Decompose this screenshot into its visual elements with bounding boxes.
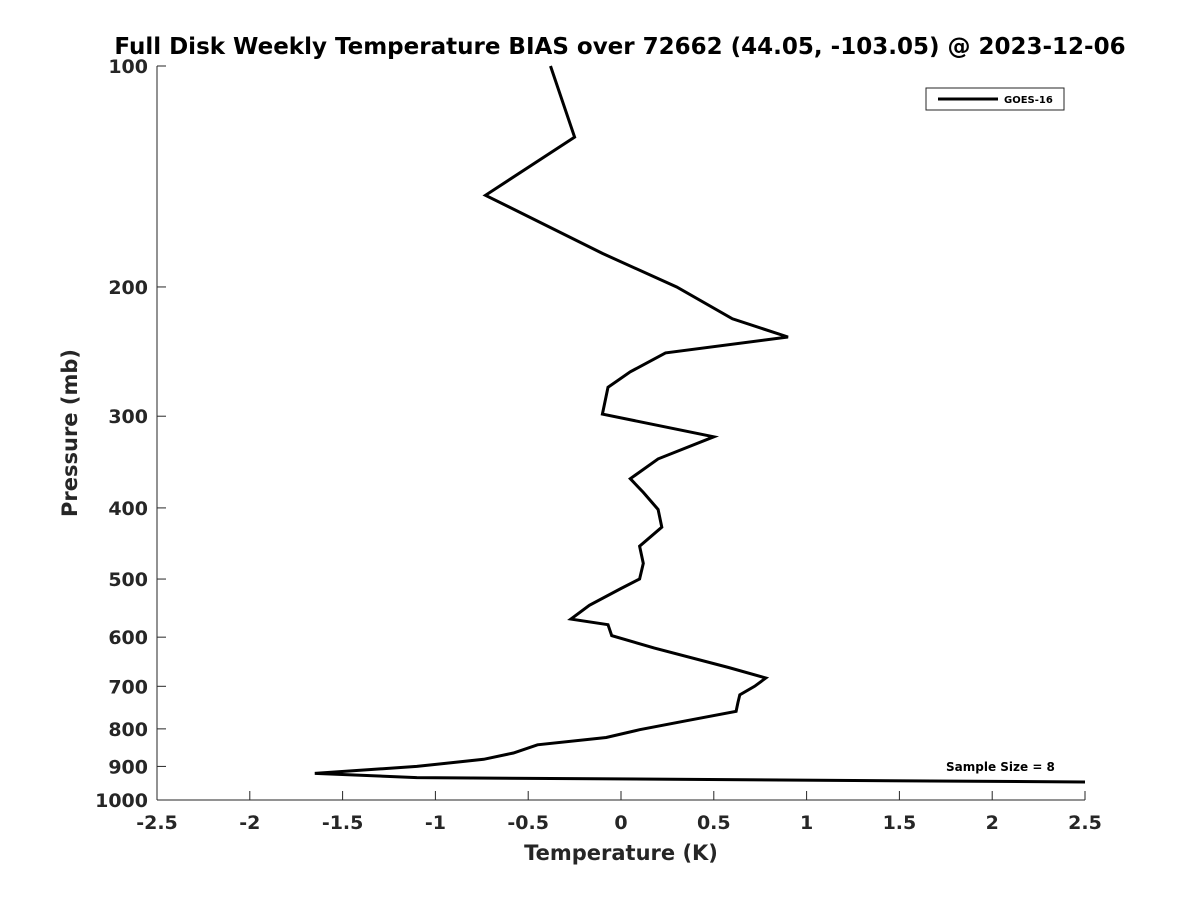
- x-tick-label: -2.5: [136, 812, 178, 834]
- series-line-goes-16: [314, 65, 1086, 784]
- x-tick-label: -0.5: [507, 812, 549, 834]
- y-tick-label: 400: [108, 498, 148, 520]
- y-tick-label: 800: [108, 719, 148, 741]
- x-ticks: -2.5 -2 -1.5 -1 -0.5 0 0.5 1 1.5 2 2.5: [136, 791, 1102, 834]
- sample-size-annotation: Sample Size = 8: [946, 760, 1055, 774]
- x-tick-label: 0.5: [697, 812, 731, 834]
- x-tick-label: 1.5: [883, 812, 917, 834]
- y-tick-label: 900: [108, 756, 148, 778]
- chart-title: Full Disk Weekly Temperature BIAS over 7…: [114, 34, 1125, 60]
- y-ticks: 100 200 300 400 500 600 700 800 900 1000: [95, 56, 166, 812]
- legend-label-goes16: GOES-16: [1004, 95, 1053, 106]
- x-tick-label: 2: [986, 812, 999, 834]
- series-layer: [314, 65, 1086, 784]
- x-tick-label: -1: [425, 812, 446, 834]
- x-tick-label: 2.5: [1068, 812, 1102, 834]
- x-tick-label: -2: [239, 812, 260, 834]
- y-tick-label: 1000: [95, 790, 148, 812]
- y-tick-label: 300: [108, 406, 148, 428]
- y-tick-label: 100: [108, 56, 148, 78]
- x-tick-label: 1: [800, 812, 813, 834]
- legend: GOES-16: [925, 87, 1065, 111]
- x-tick-label: -1.5: [322, 812, 364, 834]
- x-axis-label: Temperature (K): [524, 841, 718, 865]
- y-tick-label: 500: [108, 569, 148, 591]
- x-tick-label: 0: [614, 812, 627, 834]
- y-tick-label: 600: [108, 627, 148, 649]
- y-axis-label: Pressure (mb): [58, 349, 82, 517]
- y-tick-label: 200: [108, 277, 148, 299]
- y-tick-label: 700: [108, 676, 148, 698]
